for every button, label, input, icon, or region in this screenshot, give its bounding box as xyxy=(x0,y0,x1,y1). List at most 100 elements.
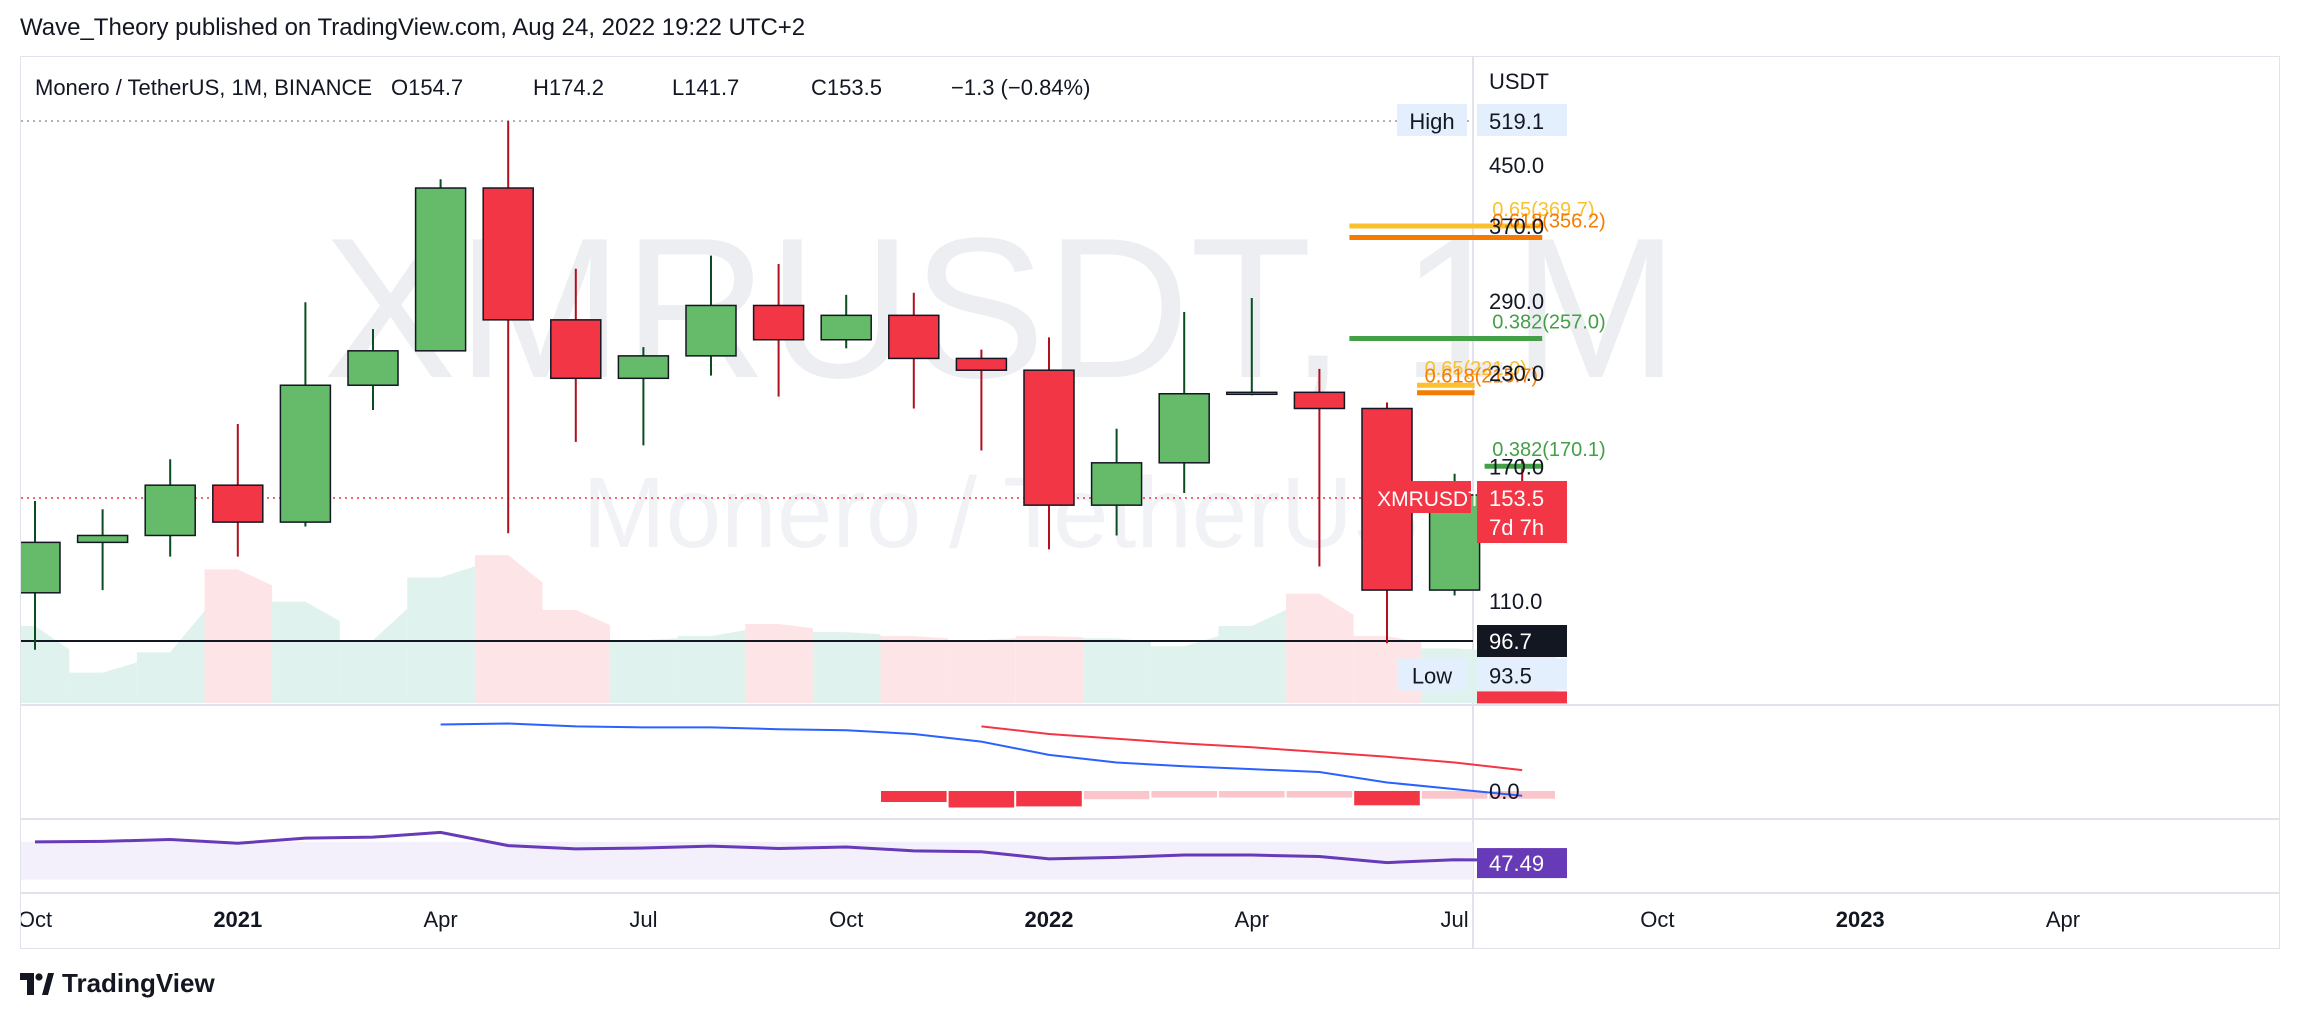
publish-header: Wave_Theory published on TradingView.com… xyxy=(20,14,806,41)
price-axis: 450.0 370.0 290.0 230.0 170.0 110.0 xyxy=(1489,153,1544,614)
time-axis-tick-label: Oct xyxy=(21,907,52,932)
candle-body xyxy=(550,319,602,380)
tradingview-logo-icon xyxy=(20,972,54,995)
candle-body xyxy=(21,541,61,594)
candle-body xyxy=(617,355,670,380)
macd-histogram-bar xyxy=(1219,791,1285,798)
volume-bar xyxy=(880,636,949,703)
last-price-symbol: XMRUSDT xyxy=(1377,488,1481,511)
tradingview-brand: TradingView xyxy=(62,968,215,998)
macd-histogram-bar xyxy=(1151,791,1217,798)
fib-level-label: 0.65(221.0) xyxy=(1425,358,1527,380)
currency-label: USDT xyxy=(1489,69,1549,94)
volume-axis-badge xyxy=(1477,691,1567,704)
low-marker-value: 93.5 xyxy=(1489,663,1532,688)
time-axis-tick-label: 2022 xyxy=(1025,907,1074,932)
fib-levels: 0.65(369.7)0.618(356.2) 0.382(257.0) 0.65(… xyxy=(1349,199,1606,469)
macd-histogram-bar xyxy=(1421,791,1488,799)
volume-bar xyxy=(339,608,408,703)
symbol-info: Monero / TetherUS, 1M, BINANCE O154.7 H174… xyxy=(35,75,1090,100)
macd-histogram-bar xyxy=(1286,791,1353,798)
fib-level-label: 0.618(356.2) xyxy=(1492,211,1605,233)
candle-body xyxy=(414,187,467,352)
volume-overlay xyxy=(21,555,1557,703)
price-axis-tick-label: 170.0 xyxy=(1489,454,1544,479)
candle-body xyxy=(1293,391,1346,410)
time-axis-tick-label: Apr xyxy=(2046,907,2080,932)
macd-histogram-bar xyxy=(1083,791,1150,800)
low-value-bg xyxy=(1477,658,1567,691)
symbol-info-field: −1.3 (−0.84%) xyxy=(951,75,1090,100)
macd-line xyxy=(440,722,1523,797)
volume-bar xyxy=(474,555,543,703)
candle-body xyxy=(144,484,196,537)
high-marker-bg xyxy=(1397,104,1467,136)
symbol-info-field: O154.7 xyxy=(391,75,463,100)
high-value-bg xyxy=(1477,104,1567,136)
time-axis-tick-label: Apr xyxy=(423,907,457,932)
candle-body xyxy=(1226,391,1278,396)
volume-bar xyxy=(272,601,340,703)
last-price-bg xyxy=(1477,481,1567,544)
price-axis-tick-label: 230.0 xyxy=(1489,361,1544,386)
macd-zero-label: 0.0 xyxy=(1489,779,1520,804)
symbol-info-field: H174.2 xyxy=(533,75,604,100)
volume-bar xyxy=(1218,609,1287,703)
volume-bar xyxy=(69,662,137,703)
candle-body xyxy=(1023,369,1075,506)
high-marker-value: 519.1 xyxy=(1489,109,1544,134)
time-axis-tick-label: Apr xyxy=(1235,907,1269,932)
last-price-symbol-bg xyxy=(1387,481,1471,514)
fib-level-label: 0.618(215.7) xyxy=(1425,366,1538,388)
time-axis-tick-label: Oct xyxy=(829,907,863,932)
low-marker-label: Low xyxy=(1412,663,1452,688)
fib-level-label: 0.65(369.7) xyxy=(1492,199,1594,221)
rsi-line xyxy=(34,830,1523,865)
tradingview-logo: TradingView xyxy=(20,968,215,999)
macd-histogram-bar xyxy=(1354,791,1420,806)
candle-body xyxy=(955,357,1008,371)
candle-body xyxy=(685,304,737,357)
price-axis-tick-label: 110.0 xyxy=(1489,589,1542,614)
low-marker-bg xyxy=(1397,658,1467,691)
price-axis-tick-label: 450.0 xyxy=(1489,153,1544,178)
support-label-bg xyxy=(1477,625,1567,657)
last-price-value: 153.5 xyxy=(1489,486,1544,511)
volume-bar xyxy=(1015,636,1084,703)
candle-body xyxy=(752,304,805,341)
macd-histogram-bar xyxy=(948,791,1015,808)
high-marker-label: High xyxy=(1409,109,1454,134)
candle-body xyxy=(279,384,332,523)
fib-level-label: 0.382(170.1) xyxy=(1492,439,1605,461)
chart-frame[interactable]: XMRUSDT, 1M Monero / TetherUS 0.65(369.7) 0… xyxy=(20,56,2280,949)
symbol-info-field: Monero / TetherUS, 1M, BINANCE xyxy=(35,75,372,100)
candle-body xyxy=(482,187,534,321)
volume-bar xyxy=(745,624,813,703)
volume-bar xyxy=(1083,638,1151,703)
volume-bar xyxy=(136,610,205,703)
candle-body xyxy=(888,314,940,360)
volume-bar xyxy=(948,638,1016,703)
price-axis-tick-label: 290.0 xyxy=(1489,289,1544,314)
symbol-info-field: L141.7 xyxy=(672,75,739,100)
time-axis-tick-label: Jul xyxy=(1441,907,1469,932)
symbol-info-field: C153.5 xyxy=(811,75,882,100)
candle-body xyxy=(1090,462,1143,506)
rsi-pane xyxy=(21,830,1523,880)
macd-histogram-bar xyxy=(881,791,947,802)
volume-bar xyxy=(542,609,611,703)
volume-bar xyxy=(610,638,678,703)
rsi-label-bg xyxy=(1477,848,1567,879)
time-axis-tick-label: 2021 xyxy=(213,907,262,932)
last-price-countdown: 7d 7h xyxy=(1489,515,1544,540)
volume-bar xyxy=(204,569,273,703)
price-axis-tick-label: 370.0 xyxy=(1489,214,1544,239)
volume-bar xyxy=(21,626,70,703)
volume-bar xyxy=(677,630,746,703)
macd-histogram-bar xyxy=(1016,791,1082,807)
macd-signal-line xyxy=(981,725,1523,772)
candle-body xyxy=(76,534,129,544)
candle-body xyxy=(212,484,264,523)
